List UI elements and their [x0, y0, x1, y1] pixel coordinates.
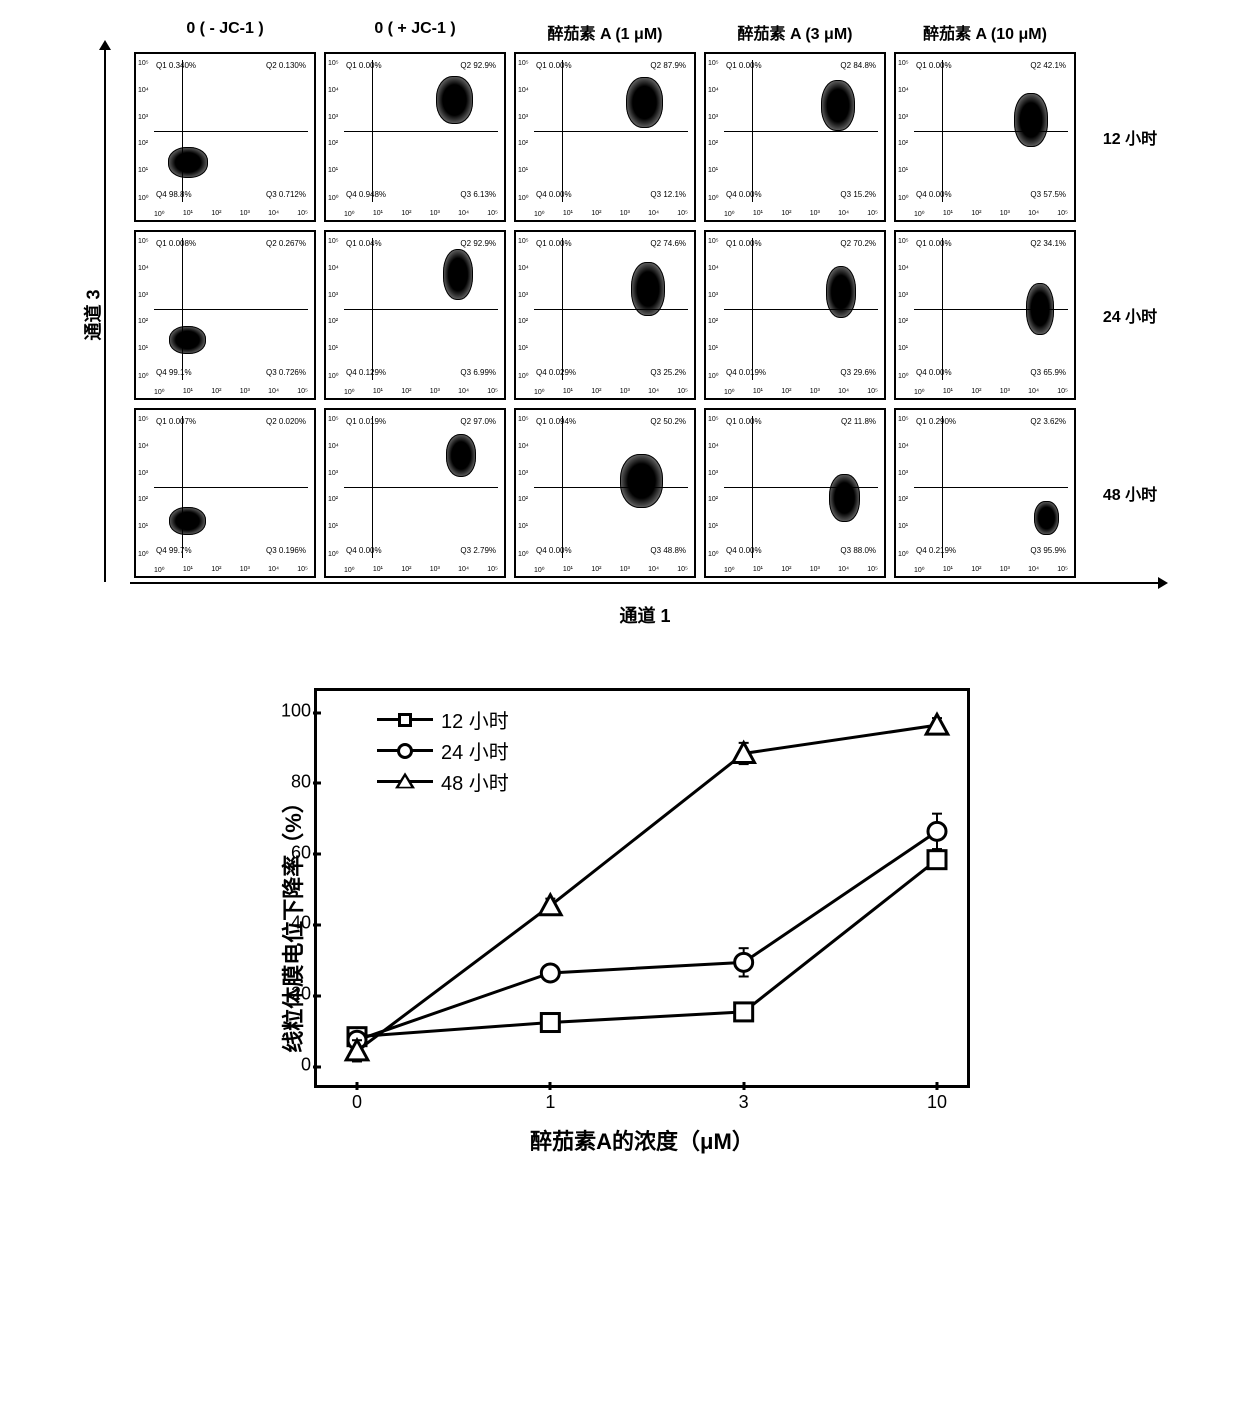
flow-cytometry-panel: 0 ( - JC-1 )0 ( + JC-1 )醉茄素 A (1 μM)醉茄素 …	[80, 20, 1160, 628]
row-label: 24 小时	[1080, 303, 1160, 327]
flow-cell: Q1 0.340%Q2 0.130%Q3 0.712%Q4 98.8%10⁰10…	[130, 48, 320, 226]
flow-x-axis-arrow	[130, 582, 1160, 584]
column-header: 醉茄素 A (3 μM)	[700, 20, 890, 48]
flow-row: Q1 0.007%Q2 0.020%Q3 0.196%Q4 99.7%10⁰10…	[130, 404, 1160, 582]
flow-y-axis-arrow	[104, 48, 130, 582]
scatter-plot: Q1 0.04%Q2 92.9%Q3 6.99%Q4 0.129%10⁰10¹1…	[324, 230, 506, 400]
scatter-plot: Q1 0.00%Q2 84.8%Q3 15.2%Q4 0.00%10⁰10¹10…	[704, 52, 886, 222]
flow-row: Q1 0.340%Q2 0.130%Q3 0.712%Q4 98.8%10⁰10…	[130, 48, 1160, 226]
y-tick: 80	[275, 771, 311, 792]
scatter-plot: Q1 0.00%Q2 34.1%Q3 65.9%Q4 0.00%10⁰10¹10…	[894, 230, 1076, 400]
legend-item: 12 小时	[377, 705, 509, 734]
flow-cell: Q1 0.00%Q2 92.9%Q3 6.13%Q4 0.948%10⁰10¹1…	[320, 48, 510, 226]
flow-y-axis-label: 通道 3	[80, 48, 104, 582]
scatter-plot: Q1 0.007%Q2 0.020%Q3 0.196%Q4 99.7%10⁰10…	[134, 408, 316, 578]
line-chart-panel: 线粒体膜电位下降率（%） 12 小时24 小时48 小时 02040608010…	[270, 688, 970, 1156]
chart-plot-area: 12 小时24 小时48 小时 02040608010001310	[314, 688, 970, 1088]
column-header: 0 ( + JC-1 )	[320, 20, 510, 48]
scatter-plot: Q1 0.340%Q2 0.130%Q3 0.712%Q4 98.8%10⁰10…	[134, 52, 316, 222]
scatter-plot: Q1 0.094%Q2 50.2%Q3 48.8%Q4 0.00%10⁰10¹1…	[514, 408, 696, 578]
scatter-plot: Q1 0.00%Q2 87.9%Q3 12.1%Q4 0.00%10⁰10¹10…	[514, 52, 696, 222]
row-label: 12 小时	[1080, 125, 1160, 149]
row-label: 48 小时	[1080, 481, 1160, 505]
y-tick: 100	[275, 701, 311, 722]
chart-legend: 12 小时24 小时48 小时	[377, 705, 509, 798]
legend-label: 24 小时	[441, 736, 509, 765]
flow-cell: Q1 0.00%Q2 74.6%Q3 25.2%Q4 0.029%10⁰10¹1…	[510, 226, 700, 404]
scatter-plot: Q1 0.008%Q2 0.267%Q3 0.726%Q4 99.1%10⁰10…	[134, 230, 316, 400]
legend-label: 12 小时	[441, 705, 509, 734]
x-tick: 1	[545, 1092, 555, 1113]
scatter-plot: Q1 0.290%Q2 3.62%Q3 95.9%Q4 0.219%10⁰10¹…	[894, 408, 1076, 578]
y-tick: 60	[275, 842, 311, 863]
chart-x-label: 醉茄素A的浓度（μM）	[314, 1124, 970, 1156]
legend-item: 48 小时	[377, 767, 509, 796]
flow-cell: Q1 0.094%Q2 50.2%Q3 48.8%Q4 0.00%10⁰10¹1…	[510, 404, 700, 582]
flow-grid: Q1 0.340%Q2 0.130%Q3 0.712%Q4 98.8%10⁰10…	[130, 48, 1160, 582]
flow-cell: Q1 0.019%Q2 97.0%Q3 2.79%Q4 0.00%10⁰10¹1…	[320, 404, 510, 582]
scatter-plot: Q1 0.00%Q2 11.8%Q3 88.0%Q4 0.00%10⁰10¹10…	[704, 408, 886, 578]
scatter-plot: Q1 0.00%Q2 74.6%Q3 25.2%Q4 0.029%10⁰10¹1…	[514, 230, 696, 400]
scatter-plot: Q1 0.019%Q2 97.0%Q3 2.79%Q4 0.00%10⁰10¹1…	[324, 408, 506, 578]
flow-cell: Q1 0.04%Q2 92.9%Q3 6.99%Q4 0.129%10⁰10¹1…	[320, 226, 510, 404]
x-tick: 0	[352, 1092, 362, 1113]
y-tick: 40	[275, 913, 311, 934]
x-tick: 10	[927, 1092, 947, 1113]
flow-cell: Q1 0.00%Q2 70.2%Q3 29.6%Q4 0.019%10⁰10¹1…	[700, 226, 890, 404]
column-header: 0 ( - JC-1 )	[130, 20, 320, 48]
flow-cell: Q1 0.008%Q2 0.267%Q3 0.726%Q4 99.1%10⁰10…	[130, 226, 320, 404]
flow-cell: Q1 0.290%Q2 3.62%Q3 95.9%Q4 0.219%10⁰10¹…	[890, 404, 1080, 582]
flow-cell: Q1 0.00%Q2 84.8%Q3 15.2%Q4 0.00%10⁰10¹10…	[700, 48, 890, 226]
flow-cell: Q1 0.00%Q2 11.8%Q3 88.0%Q4 0.00%10⁰10¹10…	[700, 404, 890, 582]
flow-row: Q1 0.008%Q2 0.267%Q3 0.726%Q4 99.1%10⁰10…	[130, 226, 1160, 404]
scatter-plot: Q1 0.00%Q2 42.1%Q3 57.5%Q4 0.00%10⁰10¹10…	[894, 52, 1076, 222]
y-tick: 0	[275, 1055, 311, 1076]
flow-cell: Q1 0.00%Q2 87.9%Q3 12.1%Q4 0.00%10⁰10¹10…	[510, 48, 700, 226]
flow-cell: Q1 0.00%Q2 34.1%Q3 65.9%Q4 0.00%10⁰10¹10…	[890, 226, 1080, 404]
flow-x-axis-label: 通道 1	[619, 602, 670, 628]
column-headers: 0 ( - JC-1 )0 ( + JC-1 )醉茄素 A (1 μM)醉茄素 …	[130, 20, 1160, 48]
flow-cell: Q1 0.00%Q2 42.1%Q3 57.5%Q4 0.00%10⁰10¹10…	[890, 48, 1080, 226]
flow-x-axis: 通道 1	[130, 582, 1160, 628]
y-tick: 20	[275, 984, 311, 1005]
x-tick: 3	[739, 1092, 749, 1113]
legend-label: 48 小时	[441, 767, 509, 796]
column-header: 醉茄素 A (1 μM)	[510, 20, 700, 48]
scatter-plot: Q1 0.00%Q2 92.9%Q3 6.13%Q4 0.948%10⁰10¹1…	[324, 52, 506, 222]
figure: 0 ( - JC-1 )0 ( + JC-1 )醉茄素 A (1 μM)醉茄素 …	[0, 0, 1240, 1176]
column-header: 醉茄素 A (10 μM)	[890, 20, 1080, 48]
legend-item: 24 小时	[377, 736, 509, 765]
scatter-plot: Q1 0.00%Q2 70.2%Q3 29.6%Q4 0.019%10⁰10¹1…	[704, 230, 886, 400]
flow-cell: Q1 0.007%Q2 0.020%Q3 0.196%Q4 99.7%10⁰10…	[130, 404, 320, 582]
